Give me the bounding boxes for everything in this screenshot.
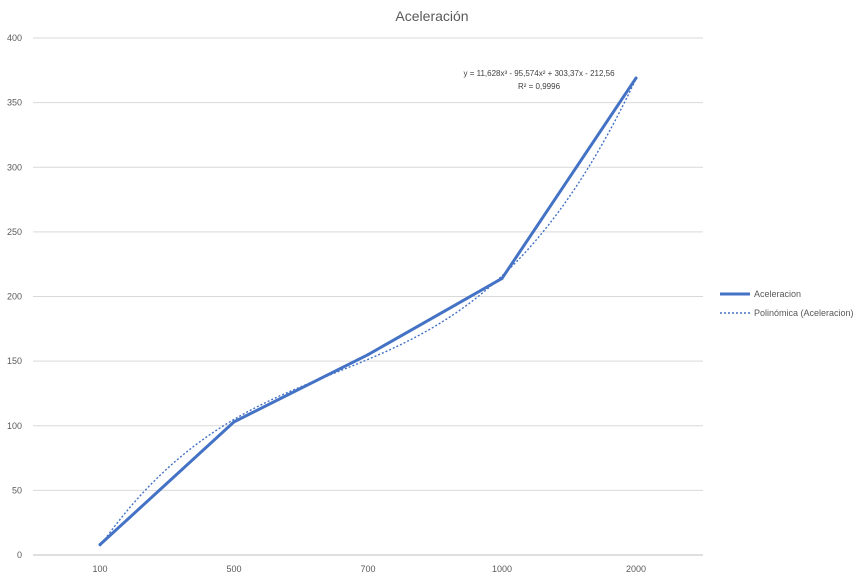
x-tick-label: 1000 xyxy=(492,564,512,574)
y-tick-label: 300 xyxy=(7,162,22,172)
trendline-label: y = 11,628x³ - 95,574x² + 303,37x - 212,… xyxy=(463,69,615,91)
data-point xyxy=(98,543,102,547)
trendline-polynomial xyxy=(99,78,637,547)
y-tick-label: 250 xyxy=(7,227,22,237)
legend-label-series: Aceleracion xyxy=(754,289,801,299)
trendline-r-squared: R² = 0,9996 xyxy=(518,82,561,91)
data-point xyxy=(232,420,236,424)
data-point xyxy=(500,276,504,280)
x-tick-label: 100 xyxy=(92,564,107,574)
trendline-equation: y = 11,628x³ - 95,574x² + 303,37x - 212,… xyxy=(463,69,615,78)
x-tick-label: 2000 xyxy=(626,564,646,574)
legend: Aceleracion Polinómica (Aceleracion) xyxy=(720,289,854,318)
y-tick-label: 150 xyxy=(7,356,22,366)
series-line-aceleracion xyxy=(98,76,638,547)
x-tick-label: 500 xyxy=(226,564,241,574)
data-point xyxy=(634,76,638,80)
chart-title: Aceleración xyxy=(395,8,468,24)
plot-area xyxy=(98,76,638,547)
gridlines xyxy=(33,37,703,556)
data-point xyxy=(366,353,370,357)
y-tick-label: 50 xyxy=(12,485,22,495)
y-tick-label: 100 xyxy=(7,421,22,431)
y-tick-label: 200 xyxy=(7,292,22,302)
y-tick-label: 0 xyxy=(17,550,22,560)
y-tick-label: 350 xyxy=(7,98,22,108)
x-tick-label: 700 xyxy=(360,564,375,574)
y-tick-label: 400 xyxy=(7,33,22,43)
legend-label-trendline: Polinómica (Aceleracion) xyxy=(754,308,854,318)
x-axis-ticks: 100 500 700 1000 2000 xyxy=(92,564,646,574)
y-axis-ticks: 0 50 100 150 200 250 300 350 400 xyxy=(7,33,22,560)
